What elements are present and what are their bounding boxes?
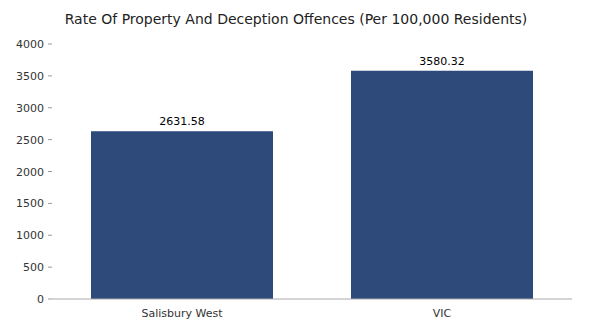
bars [91,71,533,299]
y-tick [48,75,52,76]
x-tick-label: VIC [433,307,452,320]
y-tick-label: 2000 [16,166,44,179]
y-axis: 0 500 1000 1500 2000 2500 3000 3500 4000 [16,38,52,306]
data-label: 3580.32 [419,55,465,68]
bar [351,71,533,299]
y-tick [48,299,52,300]
data-label: 2631.58 [159,115,205,128]
chart-container: Rate Of Property And Deception Offences … [0,0,592,333]
chart-svg: Rate Of Property And Deception Offences … [0,0,592,333]
y-tick [48,171,52,172]
y-tick [48,203,52,204]
y-tick-label: 2500 [16,134,44,147]
y-tick [48,107,52,108]
y-tick [48,44,52,45]
x-axis: Salisbury West VIC [141,307,451,320]
x-axis-line [52,299,572,300]
labels: 2631.58 3580.32 [159,55,465,128]
bar [91,131,273,299]
x-tick-label: Salisbury West [141,307,223,320]
y-tick-label: 3500 [16,70,44,83]
y-tick-label: 1000 [16,229,44,242]
y-tick [48,235,52,236]
y-tick-label: 0 [37,293,44,306]
y-tick [48,139,52,140]
y-tick [48,267,52,268]
title: Rate Of Property And Deception Offences … [65,11,528,27]
y-tick-label: 1500 [16,197,44,210]
y-tick-label: 500 [23,261,44,274]
y-tick-label: 3000 [16,102,44,115]
y-tick-label: 4000 [16,38,44,51]
